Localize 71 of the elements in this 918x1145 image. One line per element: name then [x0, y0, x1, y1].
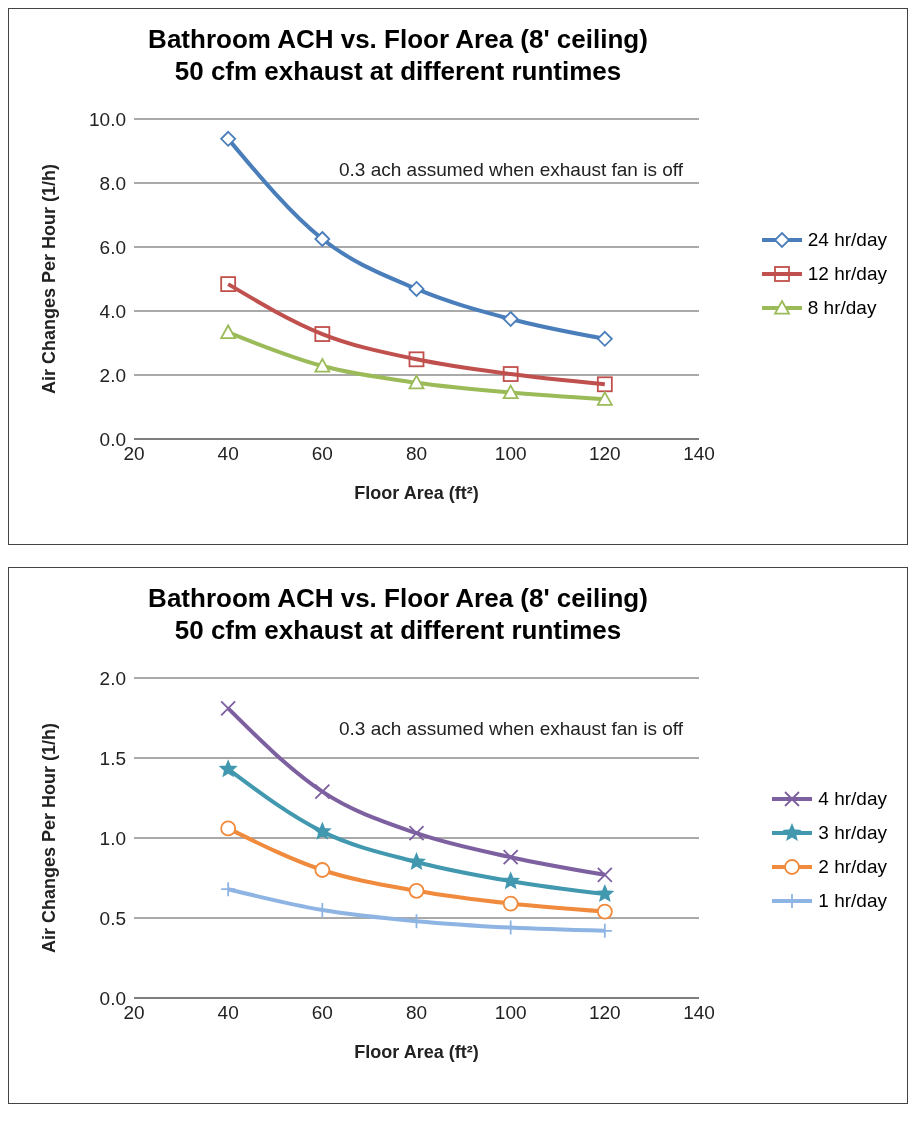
point [596, 903, 613, 920]
y-tick-label: 4.0 [99, 300, 126, 322]
chart-title: Bathroom ACH vs. Floor Area (8' ceiling) [147, 582, 649, 614]
point [313, 822, 331, 839]
legend-label: 2 hr/day [818, 856, 887, 878]
x-tick-label: 80 [405, 1002, 428, 1024]
point [408, 853, 425, 870]
chart-subtitle: 50 cfm exhaust at different runtimes [173, 614, 623, 646]
point [408, 374, 425, 390]
y-tick-label: 1.0 [99, 827, 126, 849]
legend-label: 1 hr/day [818, 890, 887, 912]
legend-label: 8 hr/day [807, 297, 877, 319]
point [220, 820, 237, 837]
y-tick-label: 0.0 [99, 987, 126, 1009]
x-axis-title: Floor Area (ft²) [354, 1042, 479, 1062]
point [220, 881, 237, 898]
x-axis-title: Floor Area (ft²) [354, 483, 479, 503]
chart-subtitle: 50 cfm exhaust at different runtimes [173, 55, 623, 87]
point [220, 276, 237, 293]
x-tick-label: 60 [311, 1002, 333, 1024]
point [596, 330, 613, 347]
point [502, 384, 519, 400]
point [502, 872, 520, 889]
x-tick-label: 140 [683, 1002, 715, 1024]
point [502, 849, 519, 866]
y-axis-title: Air Changes Per Hour (1/h) [39, 163, 60, 395]
y-tick-label: 10.0 [89, 108, 126, 130]
point [502, 895, 519, 912]
point [596, 885, 614, 902]
annotation: 0.3 ach assumed when exhaust fan is off [339, 159, 683, 181]
point [220, 130, 237, 147]
point [314, 231, 331, 247]
legend-label: 12 hr/day [807, 263, 887, 285]
y-tick-label: 2.0 [99, 667, 126, 689]
legend-label: 4 hr/day [818, 788, 887, 810]
point [408, 882, 425, 899]
x-tick-label: 100 [494, 443, 527, 465]
y-tick-label: 2.0 [99, 364, 126, 386]
point [502, 366, 519, 382]
point [596, 376, 613, 393]
point [314, 783, 331, 800]
x-tick-label: 100 [494, 1002, 527, 1024]
legend-label: 24 hr/day [807, 229, 887, 251]
x-tick-label: 60 [311, 443, 333, 465]
point [219, 760, 237, 777]
point [408, 351, 425, 368]
point [408, 825, 425, 842]
annotation: 0.3 ach assumed when exhaust fan is off [339, 718, 683, 740]
legend-label: 3 hr/day [818, 822, 887, 844]
point [314, 326, 331, 342]
x-tick-label: 80 [405, 443, 428, 465]
y-tick-label: 8.0 [99, 172, 126, 194]
y-tick-label: 0.5 [99, 907, 126, 929]
y-tick-label: 1.5 [99, 747, 126, 769]
x-tick-label: 120 [588, 1002, 621, 1024]
point [596, 866, 613, 883]
y-axis-title: Air Changes Per Hour (1/h) [39, 722, 60, 954]
point [596, 391, 613, 406]
x-tick-label: 40 [217, 443, 239, 465]
point [220, 324, 237, 339]
point [314, 358, 331, 373]
point [220, 700, 237, 717]
point [314, 862, 331, 878]
point [502, 311, 519, 327]
x-tick-label: 140 [683, 443, 715, 465]
x-tick-label: 120 [588, 443, 621, 465]
point [408, 281, 425, 297]
chart-title: Bathroom ACH vs. Floor Area (8' ceiling) [147, 23, 649, 55]
y-tick-label: 6.0 [99, 236, 126, 258]
y-tick-label: 0.0 [99, 428, 126, 450]
x-tick-label: 40 [217, 1002, 239, 1024]
